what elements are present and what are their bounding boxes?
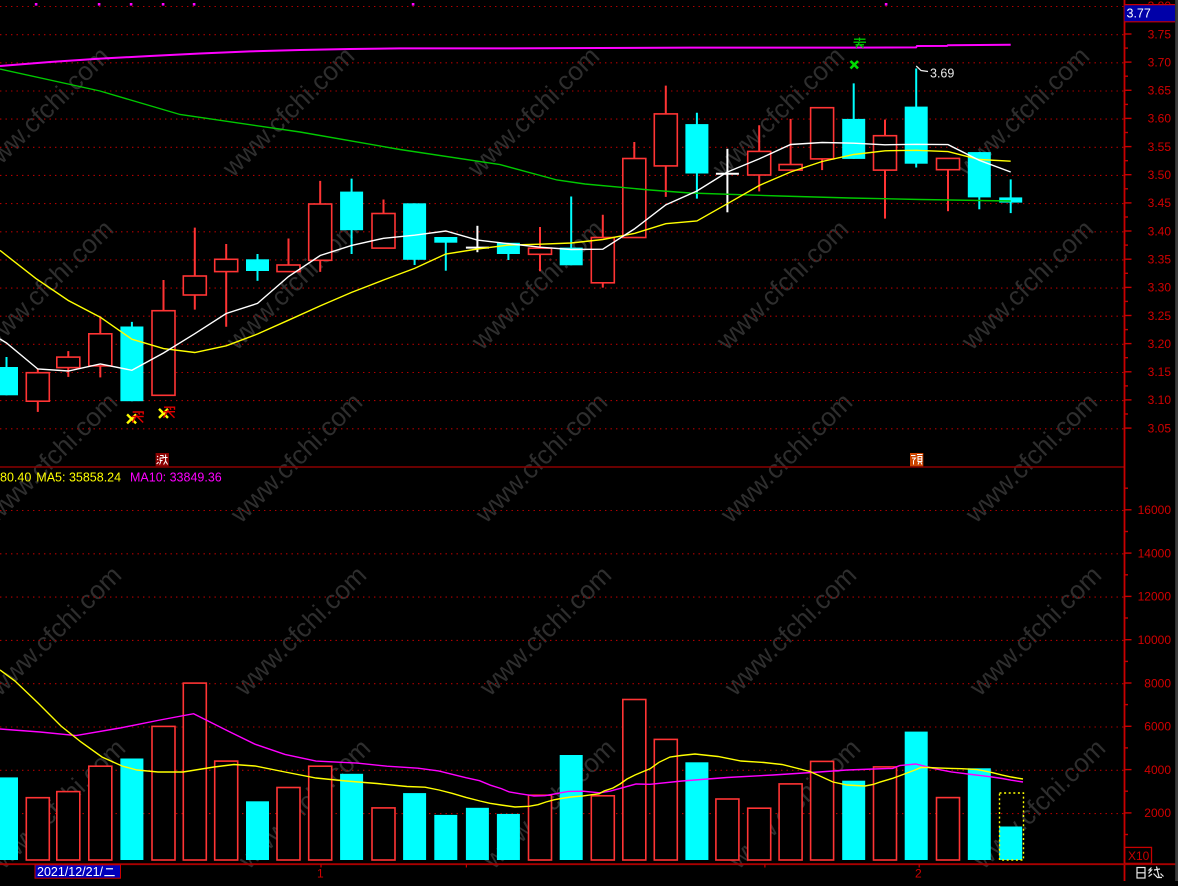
svg-text:3.65: 3.65 [1148,84,1172,98]
svg-text:3.70: 3.70 [1148,56,1172,70]
svg-text:3.40: 3.40 [1148,224,1172,238]
svg-text:3.69: 3.69 [930,67,954,81]
svg-text:3.55: 3.55 [1148,140,1172,154]
svg-text:MA5: 35858.24: MA5: 35858.24 [36,471,121,485]
svg-text:8000: 8000 [1144,676,1171,690]
svg-text:4000: 4000 [1144,763,1171,777]
svg-text:14000: 14000 [1138,546,1172,560]
svg-text:3.75: 3.75 [1148,27,1172,41]
svg-text:3.10: 3.10 [1148,393,1172,407]
svg-text:3.77: 3.77 [1127,7,1151,21]
svg-text:3.15: 3.15 [1148,365,1172,379]
svg-text:6000: 6000 [1144,720,1171,734]
svg-text:3.25: 3.25 [1148,309,1172,323]
svg-text:1: 1 [317,867,324,881]
svg-text:16000: 16000 [1138,503,1172,517]
svg-text:2: 2 [915,867,922,881]
svg-text:3.60: 3.60 [1148,112,1172,126]
svg-text:3.30: 3.30 [1148,281,1172,295]
svg-text:3.45: 3.45 [1148,196,1172,210]
svg-text:MA10: 33849.36: MA10: 33849.36 [130,471,222,485]
svg-text:2000: 2000 [1144,806,1171,820]
svg-text:12000: 12000 [1138,590,1172,604]
svg-text:80.40: 80.40 [0,471,31,485]
svg-text:3.35: 3.35 [1148,253,1172,267]
svg-text:3.20: 3.20 [1148,337,1172,351]
svg-text:3.50: 3.50 [1148,168,1172,182]
svg-text:2021/12/21/: 2021/12/21/ [37,865,104,879]
svg-text:3.05: 3.05 [1148,421,1172,435]
svg-text:10000: 10000 [1138,633,1172,647]
svg-text:X10: X10 [1128,849,1150,863]
